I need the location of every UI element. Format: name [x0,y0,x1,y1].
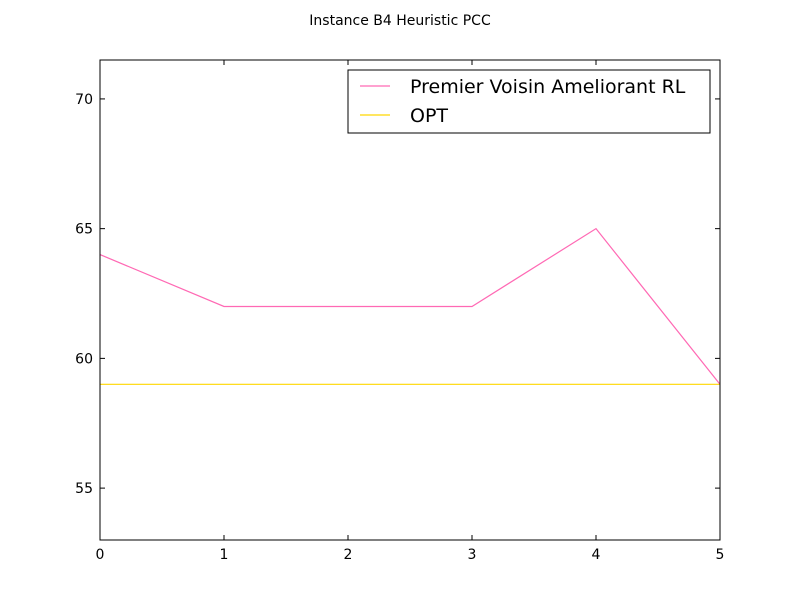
y-tick-label: 70 [75,92,93,108]
series-layer [99,227,721,385]
y-tick-label: 55 [75,481,93,497]
y-tick-label: 65 [75,222,93,238]
legend-box [347,69,711,134]
legend-label-1: OPT [410,105,448,127]
x-tick-label: 5 [716,547,725,563]
series-line-0 [99,227,721,385]
x-tick-label: 2 [344,547,353,563]
legend-label-0: Premier Voisin Ameliorant RL [410,76,686,98]
y-tick-label: 60 [75,351,93,367]
chart-title: Instance B4 Heuristic PCC [309,13,491,29]
legend: Premier Voisin Ameliorant RL OPT [347,69,711,134]
x-tick-label: 0 [96,547,105,563]
x-tick-label: 4 [592,547,601,563]
plot-frame [99,59,721,541]
x-tick-label: 3 [468,547,477,563]
x-tick-label: 1 [220,547,229,563]
